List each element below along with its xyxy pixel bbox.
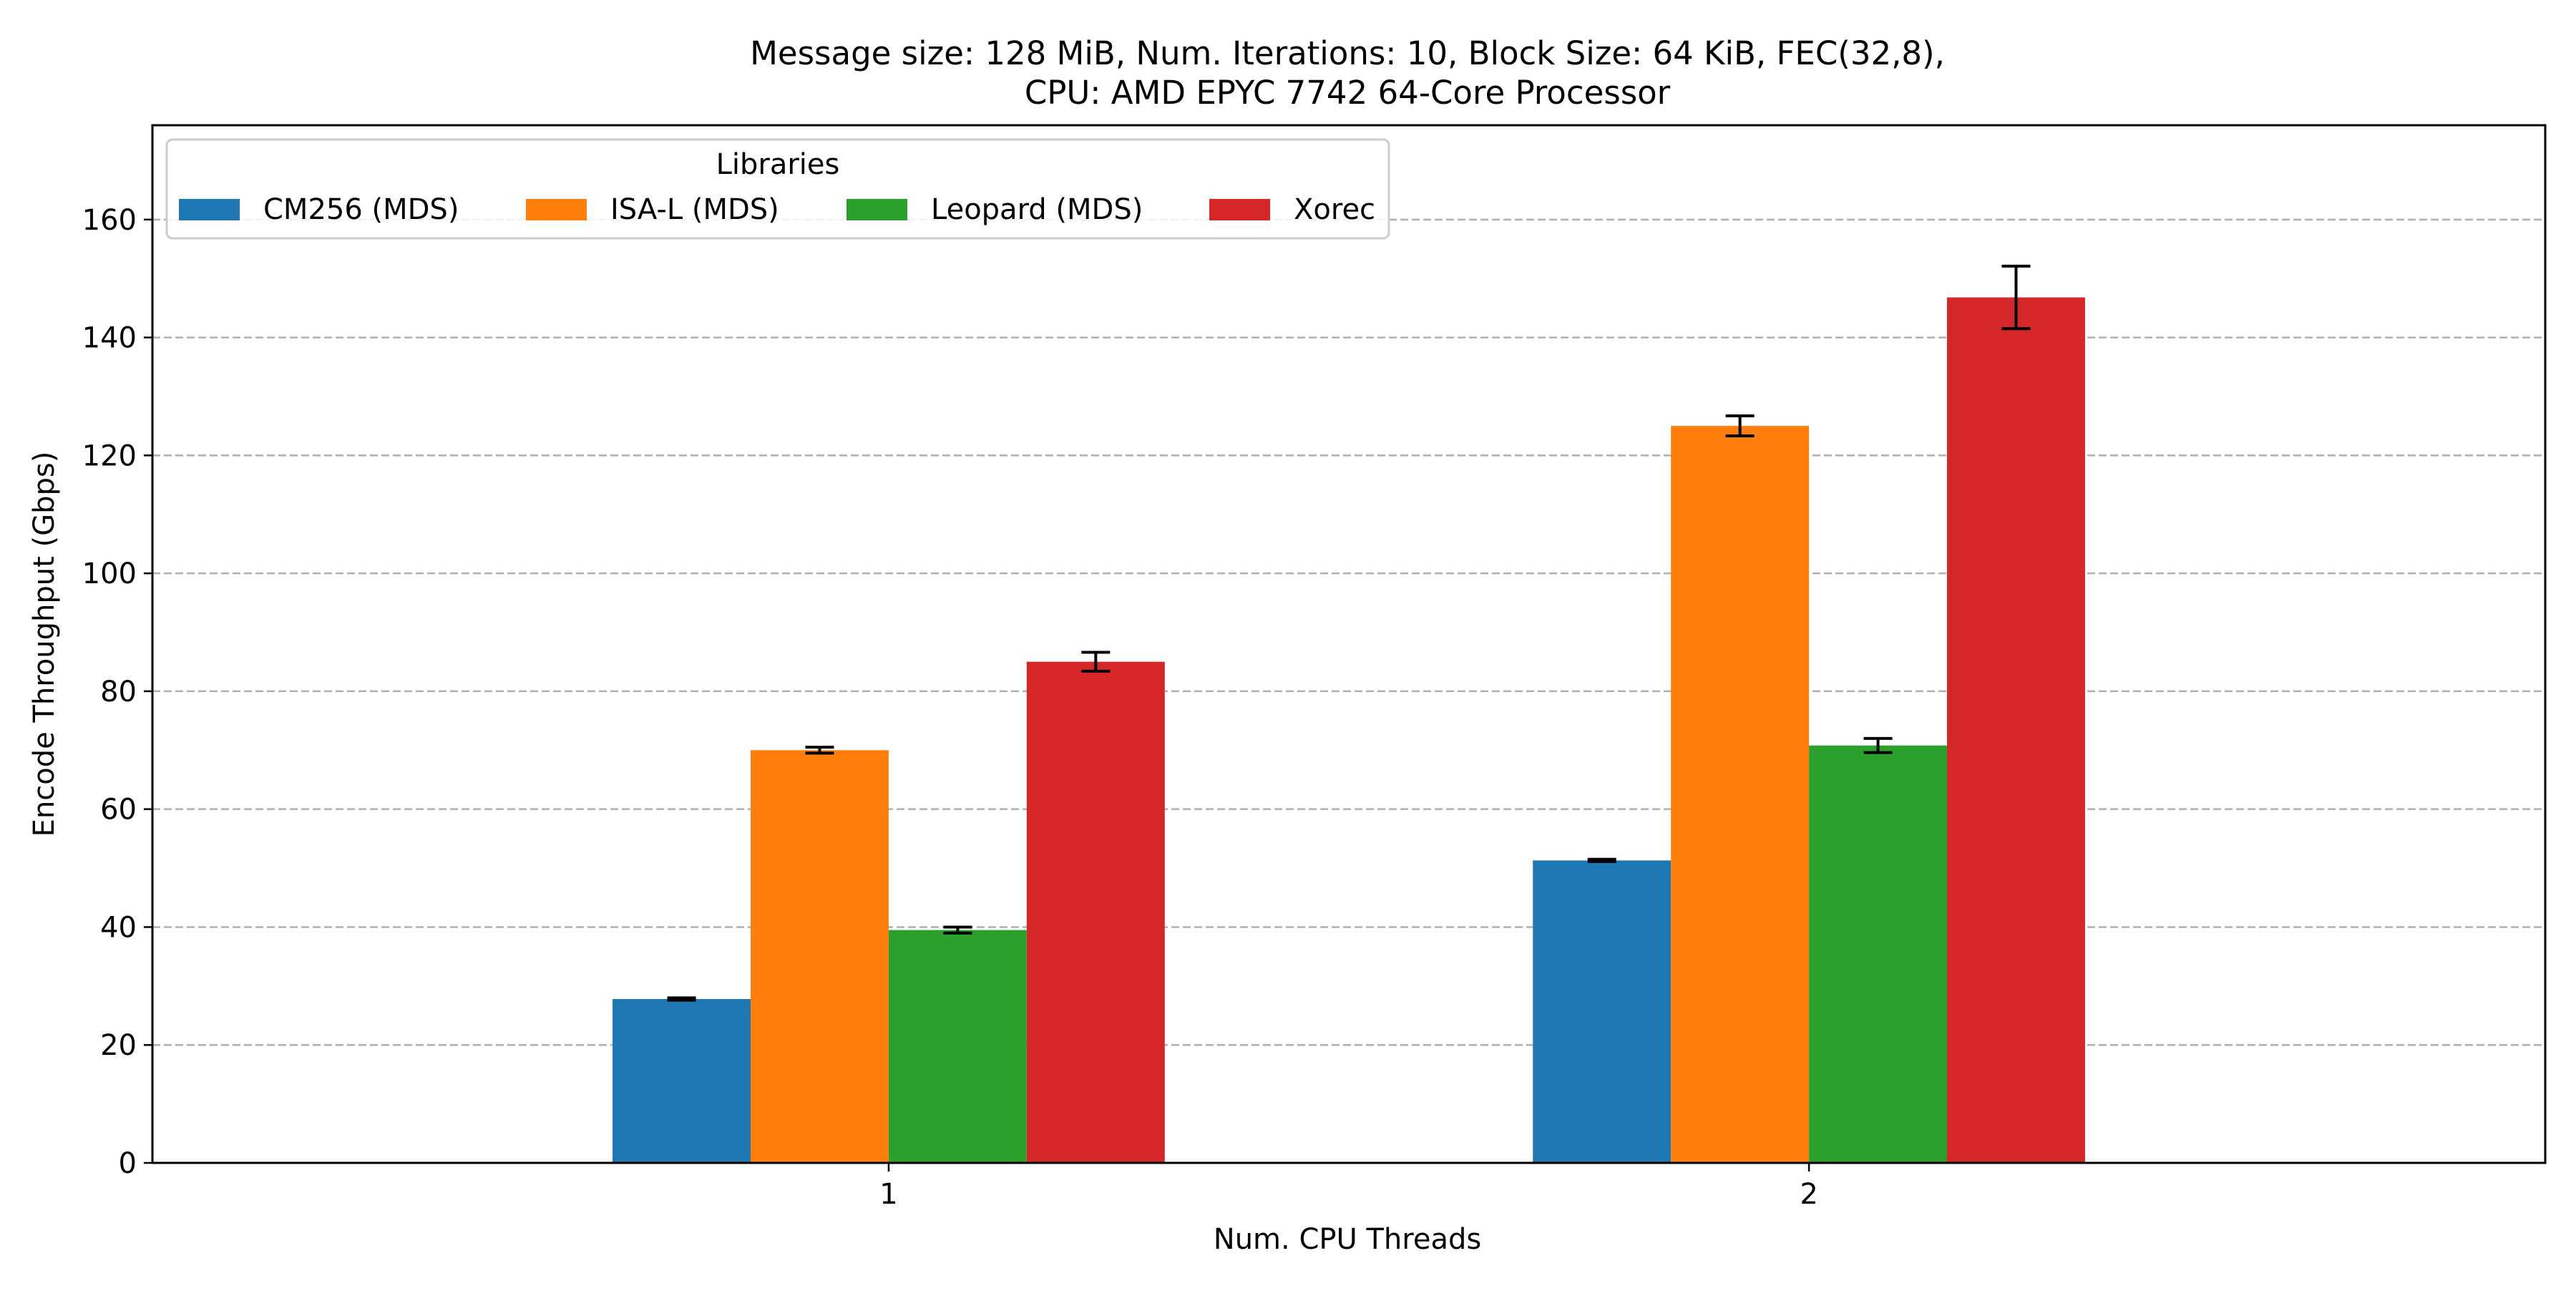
y-tick-label: 120 [82,439,137,472]
legend-swatch [847,199,907,220]
y-tick-label: 160 [82,204,137,237]
bar [1947,297,2085,1164]
bar [888,930,1027,1163]
chart-title: Message size: 128 MiB, Num. Iterations: … [750,34,1945,72]
y-tick-label: 60 [100,794,137,827]
bar [613,998,751,1163]
x-tick-label: 1 [879,1178,897,1211]
axes: 0 20 40 60 80 100 120 140 160 1 2 [82,204,1818,1211]
y-tick-label: 0 [119,1147,137,1180]
bars [613,297,2085,1164]
y-tick-label: 80 [100,676,137,708]
bar [1533,860,1672,1163]
legend-label: ISA-L (MDS) [610,193,779,226]
chart-subtitle: CPU: AMD EPYC 7742 64-Core Processor [1025,74,1671,112]
y-axis-label: Encode Throughput (Gbps) [28,452,61,837]
gridlines [152,218,2545,1046]
legend-swatch [1209,199,1270,220]
error-bars [667,264,2031,1002]
legend-label: CM256 (MDS) [263,193,459,226]
legend-label: Xorec [1294,193,1375,226]
y-tick-label: 100 [82,557,137,590]
plot-area-frame [151,124,2547,1164]
legend-label: Leopard (MDS) [931,193,1143,226]
legend: Libraries CM256 (MDS) ISA-L (MDS) Leopard … [165,138,1390,240]
bar [1809,745,1947,1163]
bar [751,750,889,1163]
legend-swatch [179,199,240,220]
legend-swatch [526,199,587,220]
legend-box [165,138,1390,240]
x-axis-label: Num. CPU Threads [1214,1223,1481,1256]
legend-title: Libraries [716,148,840,181]
y-tick-label: 20 [100,1029,137,1062]
bar [1026,661,1165,1163]
bar [1671,426,1810,1164]
y-tick-label: 140 [82,322,137,355]
y-tick-label: 40 [100,911,137,944]
x-tick-label: 2 [1800,1178,1818,1211]
